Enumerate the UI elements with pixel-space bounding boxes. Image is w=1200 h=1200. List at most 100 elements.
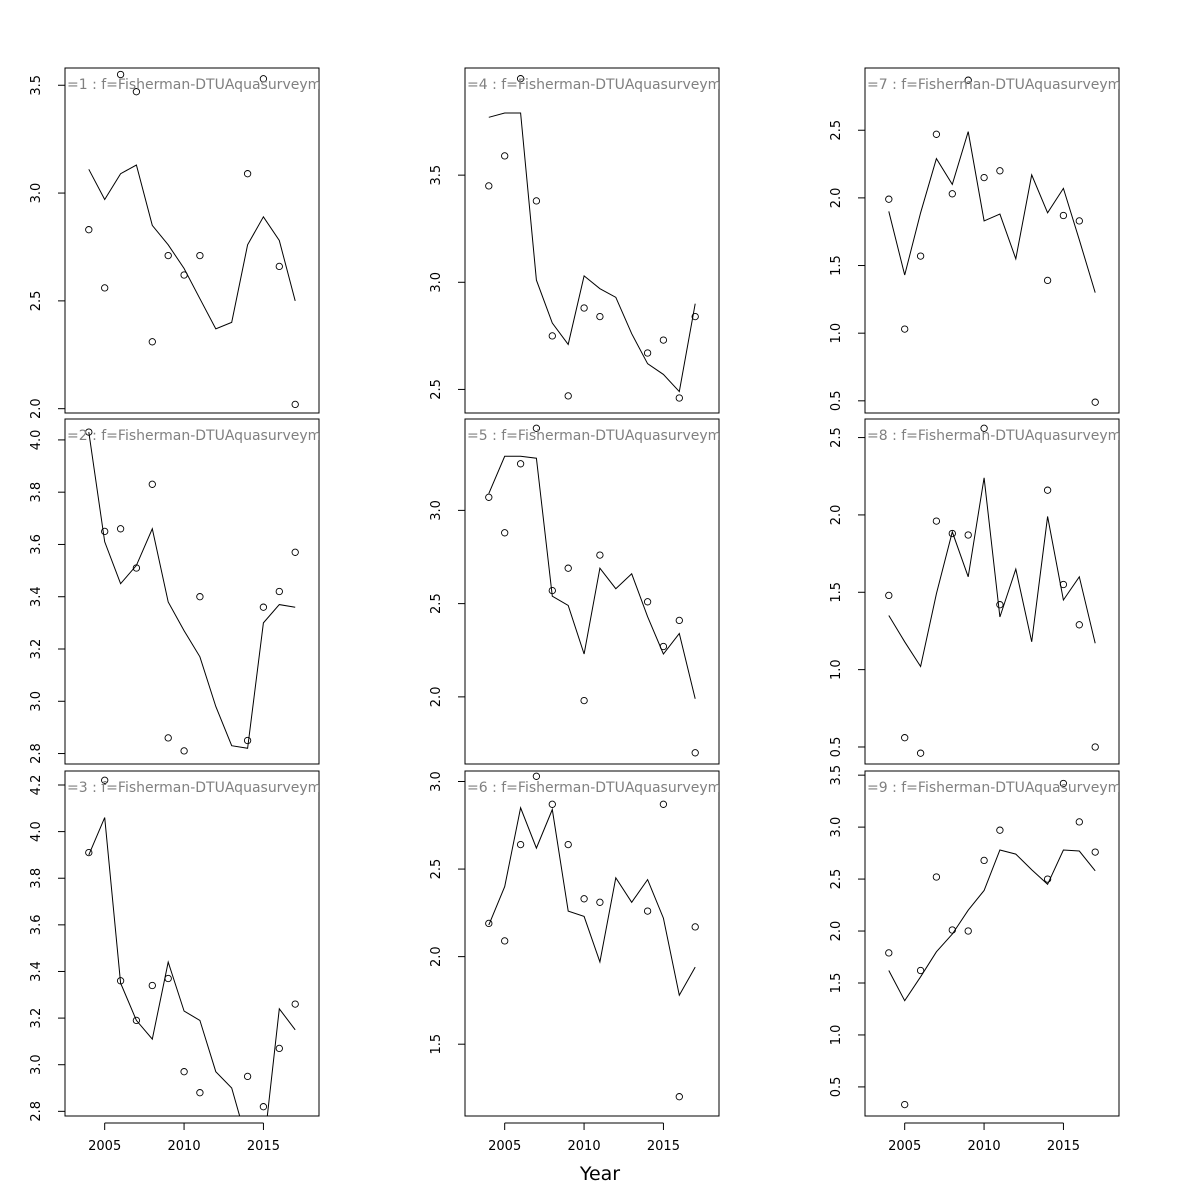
panel-border bbox=[864, 67, 1120, 414]
data-point bbox=[964, 76, 972, 84]
data-point bbox=[675, 1093, 683, 1101]
y-tick-label: 3.0 bbox=[429, 500, 444, 521]
data-point bbox=[485, 919, 493, 928]
data-point bbox=[259, 603, 268, 611]
panels-group: =1 : f=Fisherman-DTUAquasurveyme 2.0 2.5 3.… bbox=[29, 67, 1130, 1154]
data-point bbox=[501, 529, 509, 537]
y-tick-label: 3.2 bbox=[29, 639, 44, 660]
y-tick-label: 3.0 bbox=[29, 1054, 44, 1075]
data-point bbox=[196, 1089, 204, 1097]
panel-label: =3 : f=Fisherman-DTUAquasurveyme bbox=[67, 780, 330, 796]
series-line bbox=[888, 131, 1096, 293]
data-point bbox=[1059, 211, 1068, 220]
data-point bbox=[1043, 276, 1052, 285]
y-tick-label: 2.5 bbox=[29, 291, 44, 312]
data-point bbox=[596, 312, 604, 321]
y-tick-label: 3.0 bbox=[829, 817, 844, 838]
data-point bbox=[691, 312, 699, 321]
y-tick-label: 3.0 bbox=[29, 691, 44, 712]
data-point bbox=[964, 531, 972, 539]
y-tick-label: 2.0 bbox=[29, 398, 44, 419]
y-tick-label: 1.5 bbox=[429, 1034, 444, 1055]
data-point bbox=[243, 1072, 252, 1081]
x-tick-label: 2015 bbox=[647, 1139, 680, 1154]
y-tick-label: 2.5 bbox=[429, 379, 444, 400]
panel-label: =2 : f=Fisherman-DTUAquasurveyme bbox=[67, 428, 330, 444]
y-tick-label: 3.4 bbox=[29, 961, 44, 982]
data-point bbox=[948, 190, 956, 198]
y-tick-label: 2.0 bbox=[429, 687, 444, 708]
data-point bbox=[85, 226, 93, 234]
y-tick-label: 3.5 bbox=[429, 165, 444, 186]
data-point bbox=[1043, 486, 1052, 494]
y-tick-label: 2.0 bbox=[829, 921, 844, 942]
data-point bbox=[580, 895, 588, 903]
y-tick-label: 4.0 bbox=[29, 821, 44, 842]
y-tick-label: 3.6 bbox=[29, 534, 44, 555]
data-point bbox=[596, 898, 604, 906]
panel-border bbox=[64, 770, 320, 1117]
series-line bbox=[88, 164, 296, 330]
panel-3: =3 : f=Fisherman-DTUAquasurveyme 2.8 3.0 3.… bbox=[29, 770, 330, 1154]
data-point bbox=[516, 75, 525, 83]
data-point bbox=[964, 927, 972, 935]
data-point bbox=[132, 564, 141, 572]
data-point bbox=[291, 1000, 299, 1008]
y-tick-label: 2.5 bbox=[829, 427, 844, 448]
y-tick-label: 3.0 bbox=[29, 183, 44, 204]
data-point bbox=[885, 195, 893, 203]
data-point bbox=[164, 974, 172, 983]
data-point bbox=[885, 591, 893, 600]
data-point bbox=[501, 152, 509, 160]
panel-8: =8 : f=Fisherman-DTUAquasurveyme 0.5 1.0 1.… bbox=[829, 418, 1130, 765]
data-point bbox=[659, 642, 668, 651]
y-tick-label: 1.5 bbox=[829, 973, 844, 994]
y-tick-label: 1.5 bbox=[829, 255, 844, 276]
data-point bbox=[532, 424, 541, 432]
data-point bbox=[180, 747, 188, 755]
y-tick-label: 0.5 bbox=[829, 1077, 844, 1098]
y-tick-label: 2.5 bbox=[829, 869, 844, 890]
data-point bbox=[643, 598, 652, 606]
data-point bbox=[948, 529, 956, 538]
panel-9: =9 : f=Fisherman-DTUAquasurveyme 0.5 1.0 1.… bbox=[829, 765, 1120, 1154]
x-tick-label: 2010 bbox=[168, 1139, 201, 1154]
data-point bbox=[548, 800, 556, 808]
y-tick-label: 4.2 bbox=[29, 775, 44, 796]
y-tick-label: 0.5 bbox=[829, 737, 844, 758]
data-point bbox=[564, 840, 572, 849]
data-point bbox=[675, 394, 683, 402]
panel-label: =1 : f=Fisherman-DTUAquasurveyme bbox=[67, 77, 330, 93]
data-point bbox=[180, 1068, 188, 1076]
data-point bbox=[501, 937, 509, 945]
panel-label: =8 : f=Fisherman-DTUAquasurveyme bbox=[867, 428, 1130, 444]
y-tick-label: 1.0 bbox=[829, 1025, 844, 1046]
data-point bbox=[901, 1100, 909, 1109]
x-tick-label: 2005 bbox=[488, 1139, 521, 1154]
data-point bbox=[532, 772, 541, 780]
y-tick-label: 3.0 bbox=[429, 272, 444, 293]
data-point bbox=[980, 424, 988, 432]
data-point bbox=[1043, 875, 1052, 883]
data-point bbox=[275, 262, 283, 271]
data-point bbox=[948, 926, 956, 934]
y-tick-label: 3.4 bbox=[29, 586, 44, 607]
panel-label: =4 : f=Fisherman-DTUAquasurveyme bbox=[467, 77, 730, 93]
data-point bbox=[1075, 621, 1083, 629]
panel-border bbox=[464, 418, 720, 765]
y-tick-label: 1.0 bbox=[829, 659, 844, 680]
data-point bbox=[596, 551, 604, 559]
panel-border bbox=[64, 418, 320, 765]
data-point bbox=[580, 696, 588, 705]
data-point bbox=[548, 586, 556, 595]
x-tick-label: 2005 bbox=[88, 1139, 121, 1154]
data-point bbox=[116, 70, 125, 79]
y-tick-label: 3.8 bbox=[29, 868, 44, 889]
x-tick-label: 2010 bbox=[568, 1139, 601, 1154]
data-point bbox=[1075, 818, 1083, 826]
panel-border bbox=[464, 67, 720, 414]
data-point bbox=[101, 776, 109, 784]
data-point bbox=[196, 251, 204, 260]
data-point bbox=[980, 173, 988, 182]
